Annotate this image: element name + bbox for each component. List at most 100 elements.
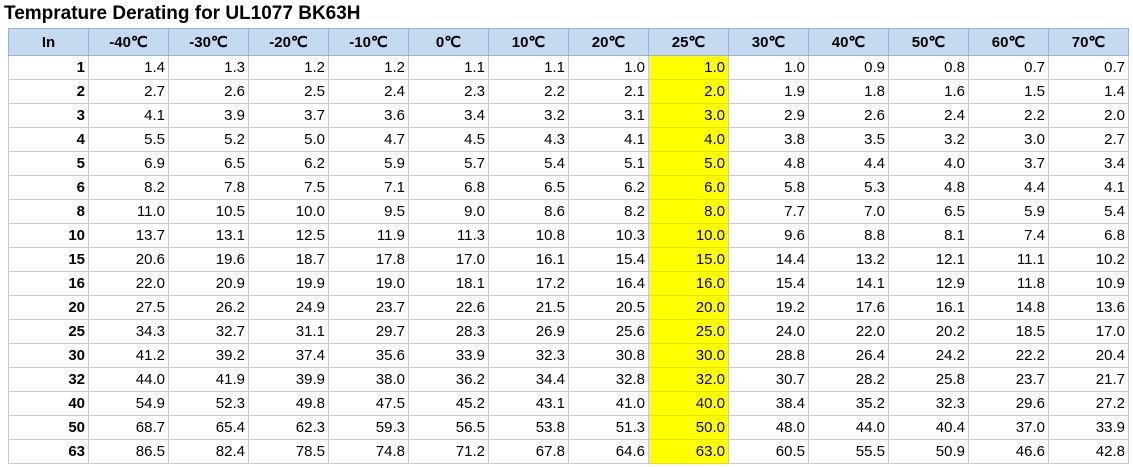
derated-value: 4.4 — [808, 151, 889, 176]
derated-value: 15.4 — [728, 271, 809, 296]
column-header: In — [8, 28, 89, 56]
derated-value: 41.2 — [88, 343, 169, 368]
derated-value: 15.4 — [568, 247, 649, 272]
derated-value: 16.0 — [648, 271, 729, 296]
derated-value: 46.6 — [968, 439, 1049, 464]
derated-value: 20.4 — [1048, 343, 1129, 368]
derated-value: 12.1 — [888, 247, 969, 272]
derated-value: 32.8 — [568, 367, 649, 392]
derated-value: 8.0 — [648, 199, 729, 224]
derated-value: 24.9 — [248, 295, 329, 320]
current-rating: 5 — [8, 151, 89, 176]
current-rating: 3 — [8, 103, 89, 128]
derated-value: 22.0 — [88, 271, 169, 296]
derated-value: 18.1 — [408, 271, 489, 296]
derated-value: 2.5 — [248, 79, 329, 104]
derated-value: 9.6 — [728, 223, 809, 248]
derated-value: 30.8 — [568, 343, 649, 368]
derated-value: 44.0 — [88, 367, 169, 392]
current-rating: 32 — [8, 367, 89, 392]
derated-value: 12.9 — [888, 271, 969, 296]
derated-value: 19.2 — [728, 295, 809, 320]
derated-value: 64.6 — [568, 439, 649, 464]
current-rating: 1 — [8, 55, 89, 80]
column-header: -20℃ — [248, 28, 329, 56]
derated-value: 1.6 — [888, 79, 969, 104]
derated-value: 33.9 — [408, 343, 489, 368]
derated-value: 55.5 — [808, 439, 889, 464]
derated-value: 27.5 — [88, 295, 169, 320]
derated-value: 26.4 — [808, 343, 889, 368]
derated-value: 62.3 — [248, 415, 329, 440]
column-header: 20℃ — [568, 28, 649, 56]
derated-value: 15.0 — [648, 247, 729, 272]
derated-value: 3.7 — [248, 103, 329, 128]
derated-value: 43.1 — [488, 391, 569, 416]
derated-value: 19.6 — [168, 247, 249, 272]
derated-value: 4.8 — [728, 151, 809, 176]
derated-value: 13.1 — [168, 223, 249, 248]
current-rating: 6 — [8, 175, 89, 200]
derated-value: 1.0 — [648, 55, 729, 80]
derated-value: 17.8 — [328, 247, 409, 272]
derated-value: 26.2 — [168, 295, 249, 320]
table-row: 10 13.7 13.1 12.5 11.9 11.3 10.8 10.3 10.0 9.6 8.8… — [8, 223, 1129, 248]
current-rating: 15 — [8, 247, 89, 272]
derated-value: 8.6 — [488, 199, 569, 224]
derated-value: 2.6 — [808, 103, 889, 128]
derated-value: 50.0 — [648, 415, 729, 440]
current-rating: 2 — [8, 79, 89, 104]
derated-value: 37.4 — [248, 343, 329, 368]
derated-value: 65.4 — [168, 415, 249, 440]
derated-value: 20.2 — [888, 319, 969, 344]
derated-value: 23.7 — [968, 367, 1049, 392]
derated-value: 39.2 — [168, 343, 249, 368]
derated-value: 5.3 — [808, 175, 889, 200]
derated-value: 3.4 — [1048, 151, 1129, 176]
derated-value: 34.3 — [88, 319, 169, 344]
derated-value: 34.4 — [488, 367, 569, 392]
derated-value: 44.0 — [808, 415, 889, 440]
column-header: 60℃ — [968, 28, 1049, 56]
derated-value: 3.5 — [808, 127, 889, 152]
derated-value: 11.0 — [88, 199, 169, 224]
derated-value: 2.0 — [648, 79, 729, 104]
derated-value: 20.0 — [648, 295, 729, 320]
derated-value: 32.7 — [168, 319, 249, 344]
current-rating: 8 — [8, 199, 89, 224]
derated-value: 1.0 — [568, 55, 649, 80]
derated-value: 3.7 — [968, 151, 1049, 176]
derated-value: 8.2 — [568, 199, 649, 224]
derated-value: 25.8 — [888, 367, 969, 392]
current-rating: 10 — [8, 223, 89, 248]
table-row: 5 6.9 6.5 6.2 5.9 5.7 5.4 5.1 5.0 4.8 4.4 4.0 3.7 3.4 — [8, 151, 1129, 176]
derated-value: 1.0 — [728, 55, 809, 80]
table-row: 15 20.6 19.6 18.7 17.8 17.0 16.1 15.4 15.0 14.4 13… — [8, 247, 1129, 272]
derated-value: 2.2 — [968, 103, 1049, 128]
derated-value: 47.5 — [328, 391, 409, 416]
derated-value: 1.1 — [408, 55, 489, 80]
derated-value: 7.8 — [168, 175, 249, 200]
derated-value: 24.2 — [888, 343, 969, 368]
derated-value: 41.9 — [168, 367, 249, 392]
derated-value: 19.9 — [248, 271, 329, 296]
derated-value: 6.0 — [648, 175, 729, 200]
column-header: -30℃ — [168, 28, 249, 56]
derated-value: 10.3 — [568, 223, 649, 248]
derated-value: 67.8 — [488, 439, 569, 464]
derated-value: 40.0 — [648, 391, 729, 416]
column-header: 0℃ — [408, 28, 489, 56]
current-rating: 50 — [8, 415, 89, 440]
current-rating: 30 — [8, 343, 89, 368]
derated-value: 1.4 — [1048, 79, 1129, 104]
derated-value: 2.3 — [408, 79, 489, 104]
derated-value: 17.0 — [1048, 319, 1129, 344]
derated-value: 71.2 — [408, 439, 489, 464]
derated-value: 1.4 — [88, 55, 169, 80]
derated-value: 12.5 — [248, 223, 329, 248]
derated-value: 6.8 — [408, 175, 489, 200]
derated-value: 1.2 — [248, 55, 329, 80]
column-header: 40℃ — [808, 28, 889, 56]
derated-value: 1.8 — [808, 79, 889, 104]
derated-value: 54.9 — [88, 391, 169, 416]
